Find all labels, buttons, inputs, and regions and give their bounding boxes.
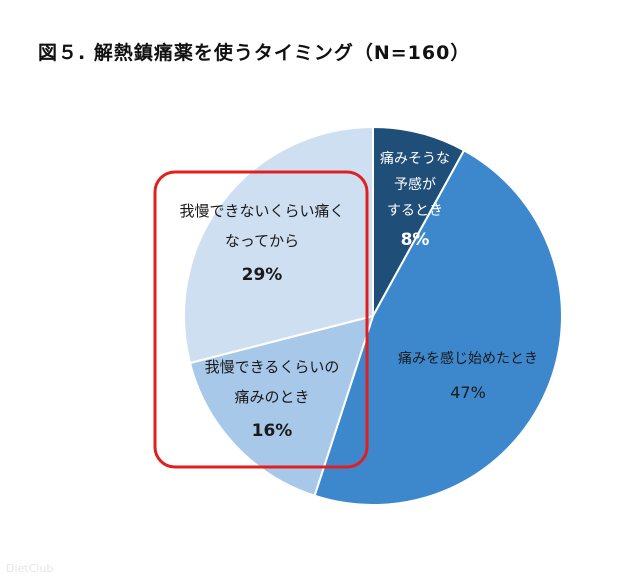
slice-4-label-line-1: 我慢できないくらい痛く xyxy=(179,202,344,220)
highlight-box xyxy=(153,170,369,469)
slice-3-label-line-1: 我慢できるくらいの xyxy=(205,358,340,376)
slice-1-label-line-1: 痛みそうな xyxy=(380,150,450,167)
watermark-text: DietClub xyxy=(6,562,54,575)
pie-slice-1 xyxy=(372,125,466,317)
slice-2-value-label: 47% xyxy=(450,383,486,402)
slice-2-label-line-1: 痛みを感じ始めたとき xyxy=(398,350,538,367)
slice-4-value-label: 29% xyxy=(242,265,283,285)
slice-1-value-label: 8% xyxy=(401,230,430,250)
pie-slice-3 xyxy=(188,314,375,498)
slice-1-label-line-2: 予感が xyxy=(394,176,436,193)
slice-1-label-line-3: するとき xyxy=(387,203,443,219)
slice-3-value-label: 16% xyxy=(252,421,293,441)
slice-4-label-line-2: なってから xyxy=(225,232,299,250)
pie-slices xyxy=(183,125,563,506)
slice-3-label-line-2: 痛みのとき xyxy=(234,388,309,406)
chart-title: 図５. 解熱鎮痛薬を使うタイミング（N=160） xyxy=(38,42,471,64)
pie-slice-4 xyxy=(183,125,374,365)
pie-slice-2 xyxy=(313,149,563,506)
